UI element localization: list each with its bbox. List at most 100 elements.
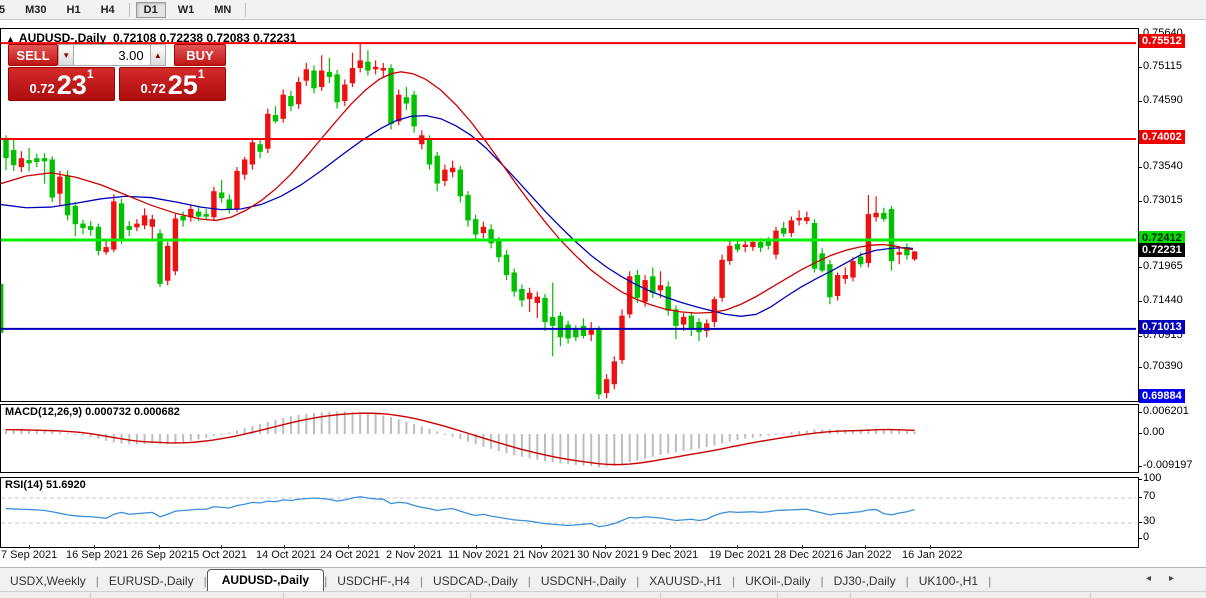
- buy-price-prefix: 0.72: [140, 81, 166, 96]
- price-axis: 0.75640 0.75115 0.74590 0.73540 0.73015 0.719…: [1138, 27, 1206, 546]
- volume-decrease-button[interactable]: ▼: [58, 44, 75, 66]
- price-tick-label: 0.74590: [1143, 94, 1183, 106]
- price-level-box: 0.69884: [1139, 389, 1185, 403]
- rsi-tick-label: 30: [1143, 515, 1156, 527]
- date-label: 21 Nov 2021: [513, 549, 576, 561]
- volume-input[interactable]: 3.00: [74, 44, 150, 66]
- tab-usdcnh-daily[interactable]: USDCNH-,Daily: [540, 574, 627, 588]
- timeframe-button-h1[interactable]: H1: [66, 3, 81, 16]
- date-label: 16 Jan 2022: [902, 549, 963, 561]
- rsi-tick-label: 0: [1143, 531, 1150, 543]
- timeframe-button-5[interactable]: 5: [0, 3, 6, 16]
- date-tick-mark: [541, 545, 542, 549]
- tab-eurusd-daily[interactable]: EURUSD-,Daily: [108, 574, 194, 588]
- macd-tick-label: 0.006201: [1143, 405, 1189, 417]
- tab-separator: |: [905, 574, 909, 588]
- date-tick-mark: [29, 545, 30, 549]
- status-separator: [660, 593, 661, 598]
- price-tick-mark: [1138, 167, 1142, 168]
- buy-button[interactable]: BUY: [174, 44, 226, 66]
- tab-separator: |: [988, 574, 992, 588]
- date-tick-mark: [802, 545, 803, 549]
- status-separator: [777, 593, 778, 598]
- tab-separator: |: [636, 574, 640, 588]
- price-tick-mark: [1138, 301, 1142, 302]
- tab-usdcad-daily[interactable]: USDCAD-,Daily: [433, 574, 518, 588]
- tab-scroll-left-icon[interactable]: ◂: [1145, 573, 1169, 584]
- tab-xauusd-h1[interactable]: XAUUSD-,H1: [649, 574, 722, 588]
- tab-separator: |: [419, 574, 424, 588]
- date-label: 24 Oct 2021: [320, 549, 380, 561]
- price-tick-label: 0.71965: [1143, 260, 1183, 272]
- macd-tick-label: 0.00: [1143, 426, 1165, 438]
- date-tick-mark: [865, 545, 866, 549]
- date-tick-mark: [930, 545, 931, 549]
- date-tick-mark: [94, 545, 95, 549]
- price-tick-label: 0.73540: [1143, 160, 1183, 172]
- status-separator: [850, 593, 851, 598]
- date-tick-mark: [348, 545, 349, 549]
- price-level-box: 0.74002: [1139, 130, 1185, 144]
- triangle-up-icon: ▲: [6, 34, 15, 44]
- price-tick-mark: [1138, 336, 1142, 337]
- date-label: 2 Nov 2021: [386, 549, 443, 561]
- chart-ohlc-values: 0.72108 0.72238 0.72083 0.72231: [112, 31, 297, 45]
- macd-label: MACD(12,26,9) 0.000732 0.000682: [5, 406, 180, 418]
- date-tick-mark: [284, 545, 285, 549]
- tab-usdchf-h4[interactable]: USDCHF-,H4: [337, 574, 410, 588]
- triangle-down-icon: ▼: [62, 50, 71, 60]
- status-separator: [283, 593, 284, 598]
- tab-dj30-daily[interactable]: DJ30-,Daily: [833, 574, 896, 588]
- macd-tick-mark: [1138, 466, 1142, 467]
- timeframe-button-mn[interactable]: MN: [214, 3, 232, 16]
- tab-audusd-daily[interactable]: AUDUSD-,Daily: [206, 569, 325, 592]
- price-tick-mark: [1138, 101, 1142, 102]
- rsi-tick-mark: [1138, 497, 1142, 498]
- macd-indicator-panel[interactable]: [0, 404, 1139, 473]
- timeframe-button-m30[interactable]: M30: [25, 3, 47, 16]
- tab-scroll-arrows: ◂▸: [1146, 573, 1192, 584]
- rsi-tick-label: 100: [1143, 472, 1162, 484]
- date-label: 7 Sep 2021: [1, 549, 58, 561]
- rsi-label: RSI(14) 51.6920: [5, 479, 86, 491]
- sell-price-main: 23: [56, 70, 87, 100]
- date-label: 5 Oct 2021: [193, 549, 247, 561]
- chart-tab-bar: USDX,Weekly | EURUSD-,Daily | AUDUSD-,Daily |…: [0, 567, 1206, 592]
- date-tick-mark: [159, 545, 160, 549]
- chart-title: ▲ AUDUSD-,Daily 0.72108 0.72238 0.72083 0…: [6, 31, 296, 45]
- date-tick-mark: [414, 545, 415, 549]
- timeframe-button-h4[interactable]: H4: [100, 3, 115, 16]
- date-tick-mark: [737, 545, 738, 549]
- tab-usdx-weekly[interactable]: USDX,Weekly: [10, 574, 86, 588]
- date-tick-mark: [670, 545, 671, 549]
- tab-separator: |: [203, 574, 207, 588]
- tab-scroll-right-icon[interactable]: ▸: [1168, 573, 1192, 584]
- sell-button[interactable]: SELL: [8, 44, 59, 66]
- tab-ukoil-daily[interactable]: UKOil-,Daily: [745, 574, 811, 588]
- price-tick-mark: [1138, 367, 1142, 368]
- status-separator: [1090, 593, 1091, 598]
- tab-separator: |: [324, 574, 328, 588]
- tab-uk100-h1[interactable]: UK100-,H1: [918, 574, 979, 588]
- price-level-box: 0.71013: [1139, 320, 1185, 334]
- price-level-box: 0.72231: [1139, 243, 1185, 257]
- sell-price-button[interactable]: 0.72 23 1: [8, 67, 115, 101]
- status-bar: [0, 591, 1206, 598]
- date-label: 14 Oct 2021: [256, 549, 316, 561]
- date-tick-mark: [605, 545, 606, 549]
- timeframe-button-w1[interactable]: W1: [177, 3, 195, 16]
- sell-price-pip: 1: [86, 67, 94, 81]
- rsi-tick-mark: [1138, 538, 1142, 539]
- status-separator: [470, 593, 471, 598]
- volume-increase-button[interactable]: ▲: [149, 44, 167, 66]
- buy-price-pip: 1: [197, 67, 205, 81]
- timeframe-button-d1[interactable]: D1: [135, 1, 166, 18]
- date-tick-mark: [476, 545, 477, 549]
- price-tick-mark: [1138, 267, 1142, 268]
- date-tick-mark: [221, 545, 222, 549]
- rsi-indicator-panel[interactable]: [0, 477, 1139, 548]
- price-tick-mark: [1138, 201, 1142, 202]
- macd-tick-mark: [1138, 412, 1142, 413]
- buy-price-button[interactable]: 0.72 25 1: [119, 67, 226, 101]
